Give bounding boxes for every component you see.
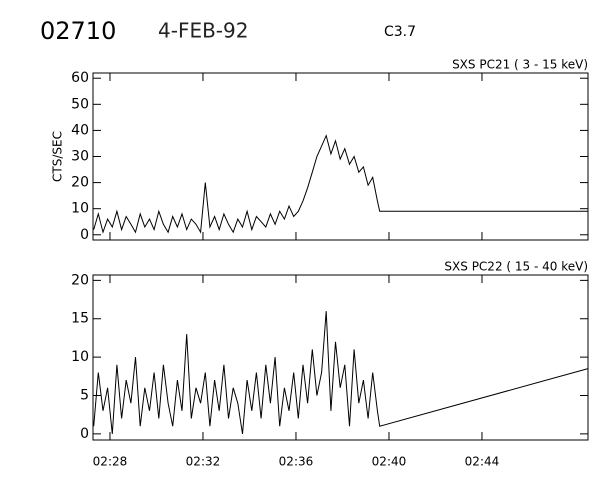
y-tick-label: 20: [71, 272, 89, 288]
x-tick-label: 02:44: [465, 455, 500, 469]
plot-frame: [92, 274, 589, 441]
data-line: [93, 311, 589, 434]
x-tick-label: 02:36: [279, 455, 314, 469]
y-tick-label: 5: [80, 387, 89, 403]
y-tick-label: 20: [71, 175, 89, 191]
y-tick-label: 50: [71, 96, 89, 112]
y-tick-label: 30: [71, 149, 89, 165]
panel-title: SXS PC21 ( 3 - 15 keV): [452, 58, 588, 72]
y-tick-label: 15: [71, 311, 89, 327]
x-tick-label: 02:32: [186, 455, 221, 469]
y-tick-label: 0: [80, 227, 89, 243]
data-line: [93, 134, 588, 234]
event-date: 4-FEB-92: [158, 19, 248, 43]
plot-frame: [92, 72, 589, 241]
y-tick-label: 10: [71, 349, 89, 365]
y-tick-label: 10: [71, 201, 89, 217]
y-axis-label: CTS/SEC: [51, 131, 65, 182]
x-tick-label: 02:40: [372, 455, 407, 469]
y-tick-label: 60: [71, 70, 89, 86]
event-id: 02710: [40, 17, 116, 45]
x-tick-label: 02:28: [93, 455, 128, 469]
y-tick-label: 40: [71, 122, 89, 138]
panel-title: SXS PC22 ( 15 - 40 keV): [444, 260, 588, 274]
flare-class: C3.7: [384, 24, 416, 40]
y-tick-label: 0: [80, 426, 89, 442]
